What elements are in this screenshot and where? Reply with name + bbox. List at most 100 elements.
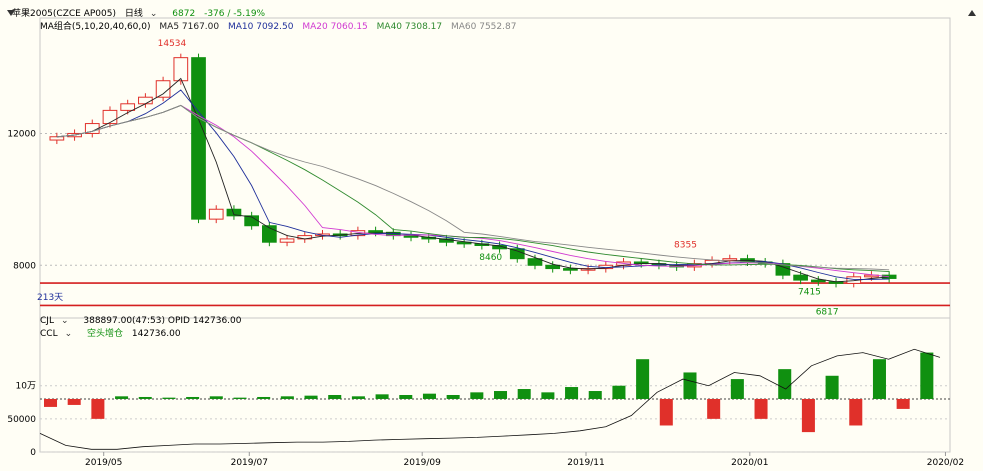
x-tick-2: 2019/09 <box>404 458 442 468</box>
volume-bar <box>872 359 886 399</box>
ma10-label: MA10 7092.50 <box>228 22 294 32</box>
volume-bar <box>896 398 910 409</box>
volume-bar <box>825 375 839 399</box>
ma60-label: MA60 7552.87 <box>450 22 517 32</box>
volume-bar <box>67 398 81 405</box>
price-change: -376 / -5.19% <box>204 9 266 19</box>
volume-bar <box>446 394 460 399</box>
volume-bar <box>399 394 413 399</box>
chevron-down-icon: ⌄ <box>64 329 73 339</box>
cjl-label[interactable]: CJL ⌄ <box>40 316 75 326</box>
candle <box>864 274 879 278</box>
ma-line-3 <box>56 104 890 273</box>
volume-bar <box>351 396 365 399</box>
ma-legend: MA组合(5,10,20,40,60,0) MA5 7167.00 MA10 7… <box>40 19 522 32</box>
volume-bar <box>304 395 318 399</box>
volume-bar <box>541 392 555 399</box>
volume-bar <box>683 372 697 399</box>
volume-bar <box>920 352 934 399</box>
candle <box>810 279 826 283</box>
title-bar: 苹果2005(CZCE AP005) 日线 ⌄ 6872 -376 / -5.19… <box>12 6 271 19</box>
ma-line-4 <box>56 104 890 271</box>
volume-bar <box>280 396 294 399</box>
candle <box>173 57 189 82</box>
price-y-tick-1: 8000 <box>13 261 36 271</box>
candle <box>49 136 65 141</box>
candle <box>456 241 472 245</box>
chevron-down-icon: ⌄ <box>60 316 69 326</box>
volume-bar <box>91 398 105 419</box>
candle <box>208 208 224 220</box>
volume-bar <box>801 398 815 433</box>
x-tick-4: 2020/01 <box>731 458 768 468</box>
period-selector[interactable]: 日线 ⌄ <box>125 9 164 19</box>
ma-line-0 <box>56 77 890 283</box>
candle <box>545 264 561 270</box>
volume-bar <box>375 394 389 399</box>
candle <box>492 245 507 250</box>
x-tick-3: 2019/11 <box>567 458 604 468</box>
ma-line-2 <box>56 104 890 278</box>
collapse-triangle-icon[interactable] <box>6 8 16 18</box>
chevron-down-icon: ⌄ <box>149 9 158 19</box>
ma-group-label[interactable]: MA组合(5,10,20,40,60,0) <box>40 22 151 32</box>
volume-bar <box>778 369 792 399</box>
volume-bar <box>730 379 744 399</box>
candle <box>226 208 242 217</box>
volume-y-tick-0: 10万 <box>16 382 36 392</box>
volume-bar <box>162 397 176 399</box>
volume-bar <box>233 397 247 399</box>
price-annotation-3: 8355 <box>674 241 697 251</box>
candle <box>155 80 171 98</box>
candle <box>191 57 206 220</box>
price-annotation-1: 8460 <box>479 253 502 263</box>
period-label: 日线 <box>124 9 143 19</box>
volume-y-tick-1: 50000 <box>7 415 36 425</box>
volume-bar <box>707 398 721 419</box>
last-price: 6872 <box>172 9 196 19</box>
price-annotation-4: 6817 <box>816 307 839 317</box>
instrument-title[interactable]: 苹果2005(CZCE AP005) <box>12 9 116 19</box>
candle <box>881 274 897 279</box>
volume-bar <box>636 359 650 399</box>
candle <box>793 274 808 281</box>
volume-y-tick-2: 0 <box>30 448 36 458</box>
volume-bar <box>565 387 579 399</box>
cjl-values: 388897.00(47:53) OPID 142736.00 <box>83 316 242 326</box>
price-annotation-2: 7415 <box>798 288 821 298</box>
candle <box>403 235 419 238</box>
volume-bar <box>186 396 200 399</box>
price-annotation-0: 14534 <box>158 39 187 49</box>
volume-bar <box>754 398 768 419</box>
ccl-label[interactable]: CCL ⌄ <box>40 329 78 339</box>
volume-bar <box>422 393 436 399</box>
volume-bar <box>588 391 602 399</box>
ccl-text: CCL <box>40 329 58 339</box>
volume-bar <box>115 396 129 399</box>
x-tick-0: 2019/05 <box>85 458 122 468</box>
ma40-label: MA40 7308.17 <box>376 22 443 32</box>
ccl-line <box>39 348 941 450</box>
expand-triangle-icon[interactable] <box>967 8 977 18</box>
candle <box>368 230 383 233</box>
volume-bar <box>328 394 342 399</box>
candle <box>722 258 738 261</box>
volume-bar <box>612 385 626 399</box>
candle <box>120 103 136 111</box>
cjl-legend: CJL ⌄ 388897.00(47:53) OPID 142736.00 <box>40 316 248 326</box>
ma20-label: MA20 7060.15 <box>302 22 368 32</box>
ccl-legend: CCL ⌄ 空头增仓 142736.00 <box>40 326 187 339</box>
candle <box>138 96 153 105</box>
candle <box>509 248 525 260</box>
price-y-tick-0: 12000 <box>7 129 36 139</box>
volume-bar <box>849 398 863 426</box>
ccl-type: 空头增仓 <box>87 329 124 339</box>
cjl-text: CJL <box>40 316 54 326</box>
volume-bar <box>494 391 508 399</box>
ma5-label: MA5 7167.00 <box>159 22 220 32</box>
volume-bar <box>138 396 152 399</box>
candle <box>563 268 578 271</box>
candle <box>102 109 118 125</box>
volume-bar <box>44 398 58 407</box>
